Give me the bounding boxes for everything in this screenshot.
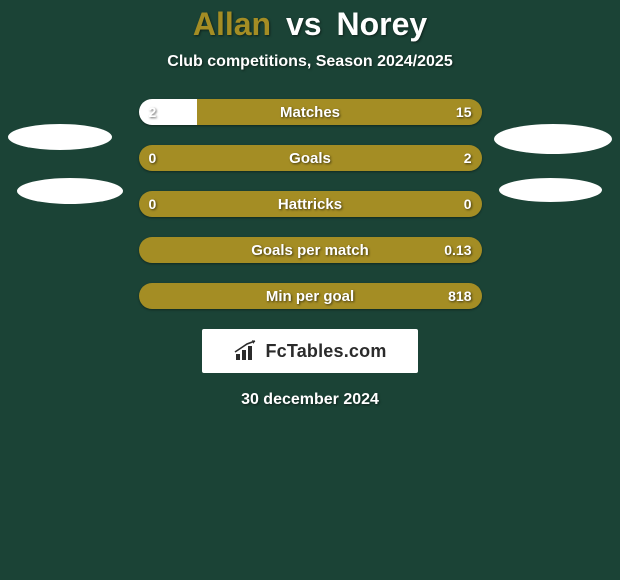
stat-rows: Matches215 Goals02 Hattricks00 Goals per ma… [139, 99, 482, 309]
team-badge-placeholder [494, 124, 612, 154]
stat-fill-left [139, 191, 482, 217]
team-badge-placeholder [8, 124, 112, 150]
brand-text: FcTables.com [265, 341, 386, 362]
page-title: Allan vs Norey [0, 0, 620, 43]
player1-name: Allan [193, 6, 271, 42]
stat-fill-left [139, 99, 197, 125]
stat-row: Min per goal818 [139, 283, 482, 309]
stat-row: Matches215 [139, 99, 482, 125]
brand-link[interactable]: FcTables.com [202, 329, 418, 373]
subtitle: Club competitions, Season 2024/2025 [0, 53, 620, 71]
stat-fill-right [139, 237, 482, 263]
vs-text: vs [286, 6, 322, 42]
stat-fill-right [139, 283, 482, 309]
comparison-card: Allan vs Norey Club competitions, Season… [0, 0, 620, 580]
player2-name: Norey [336, 6, 427, 42]
stat-row: Goals02 [139, 145, 482, 171]
stat-fill-right [139, 145, 482, 171]
date-text: 30 december 2024 [0, 391, 620, 409]
stat-row: Hattricks00 [139, 191, 482, 217]
stat-fill-right [197, 99, 482, 125]
team-badge-placeholder [499, 178, 602, 202]
team-badge-placeholder [17, 178, 123, 204]
stat-row: Goals per match0.13 [139, 237, 482, 263]
bar-chart-icon [233, 340, 259, 362]
